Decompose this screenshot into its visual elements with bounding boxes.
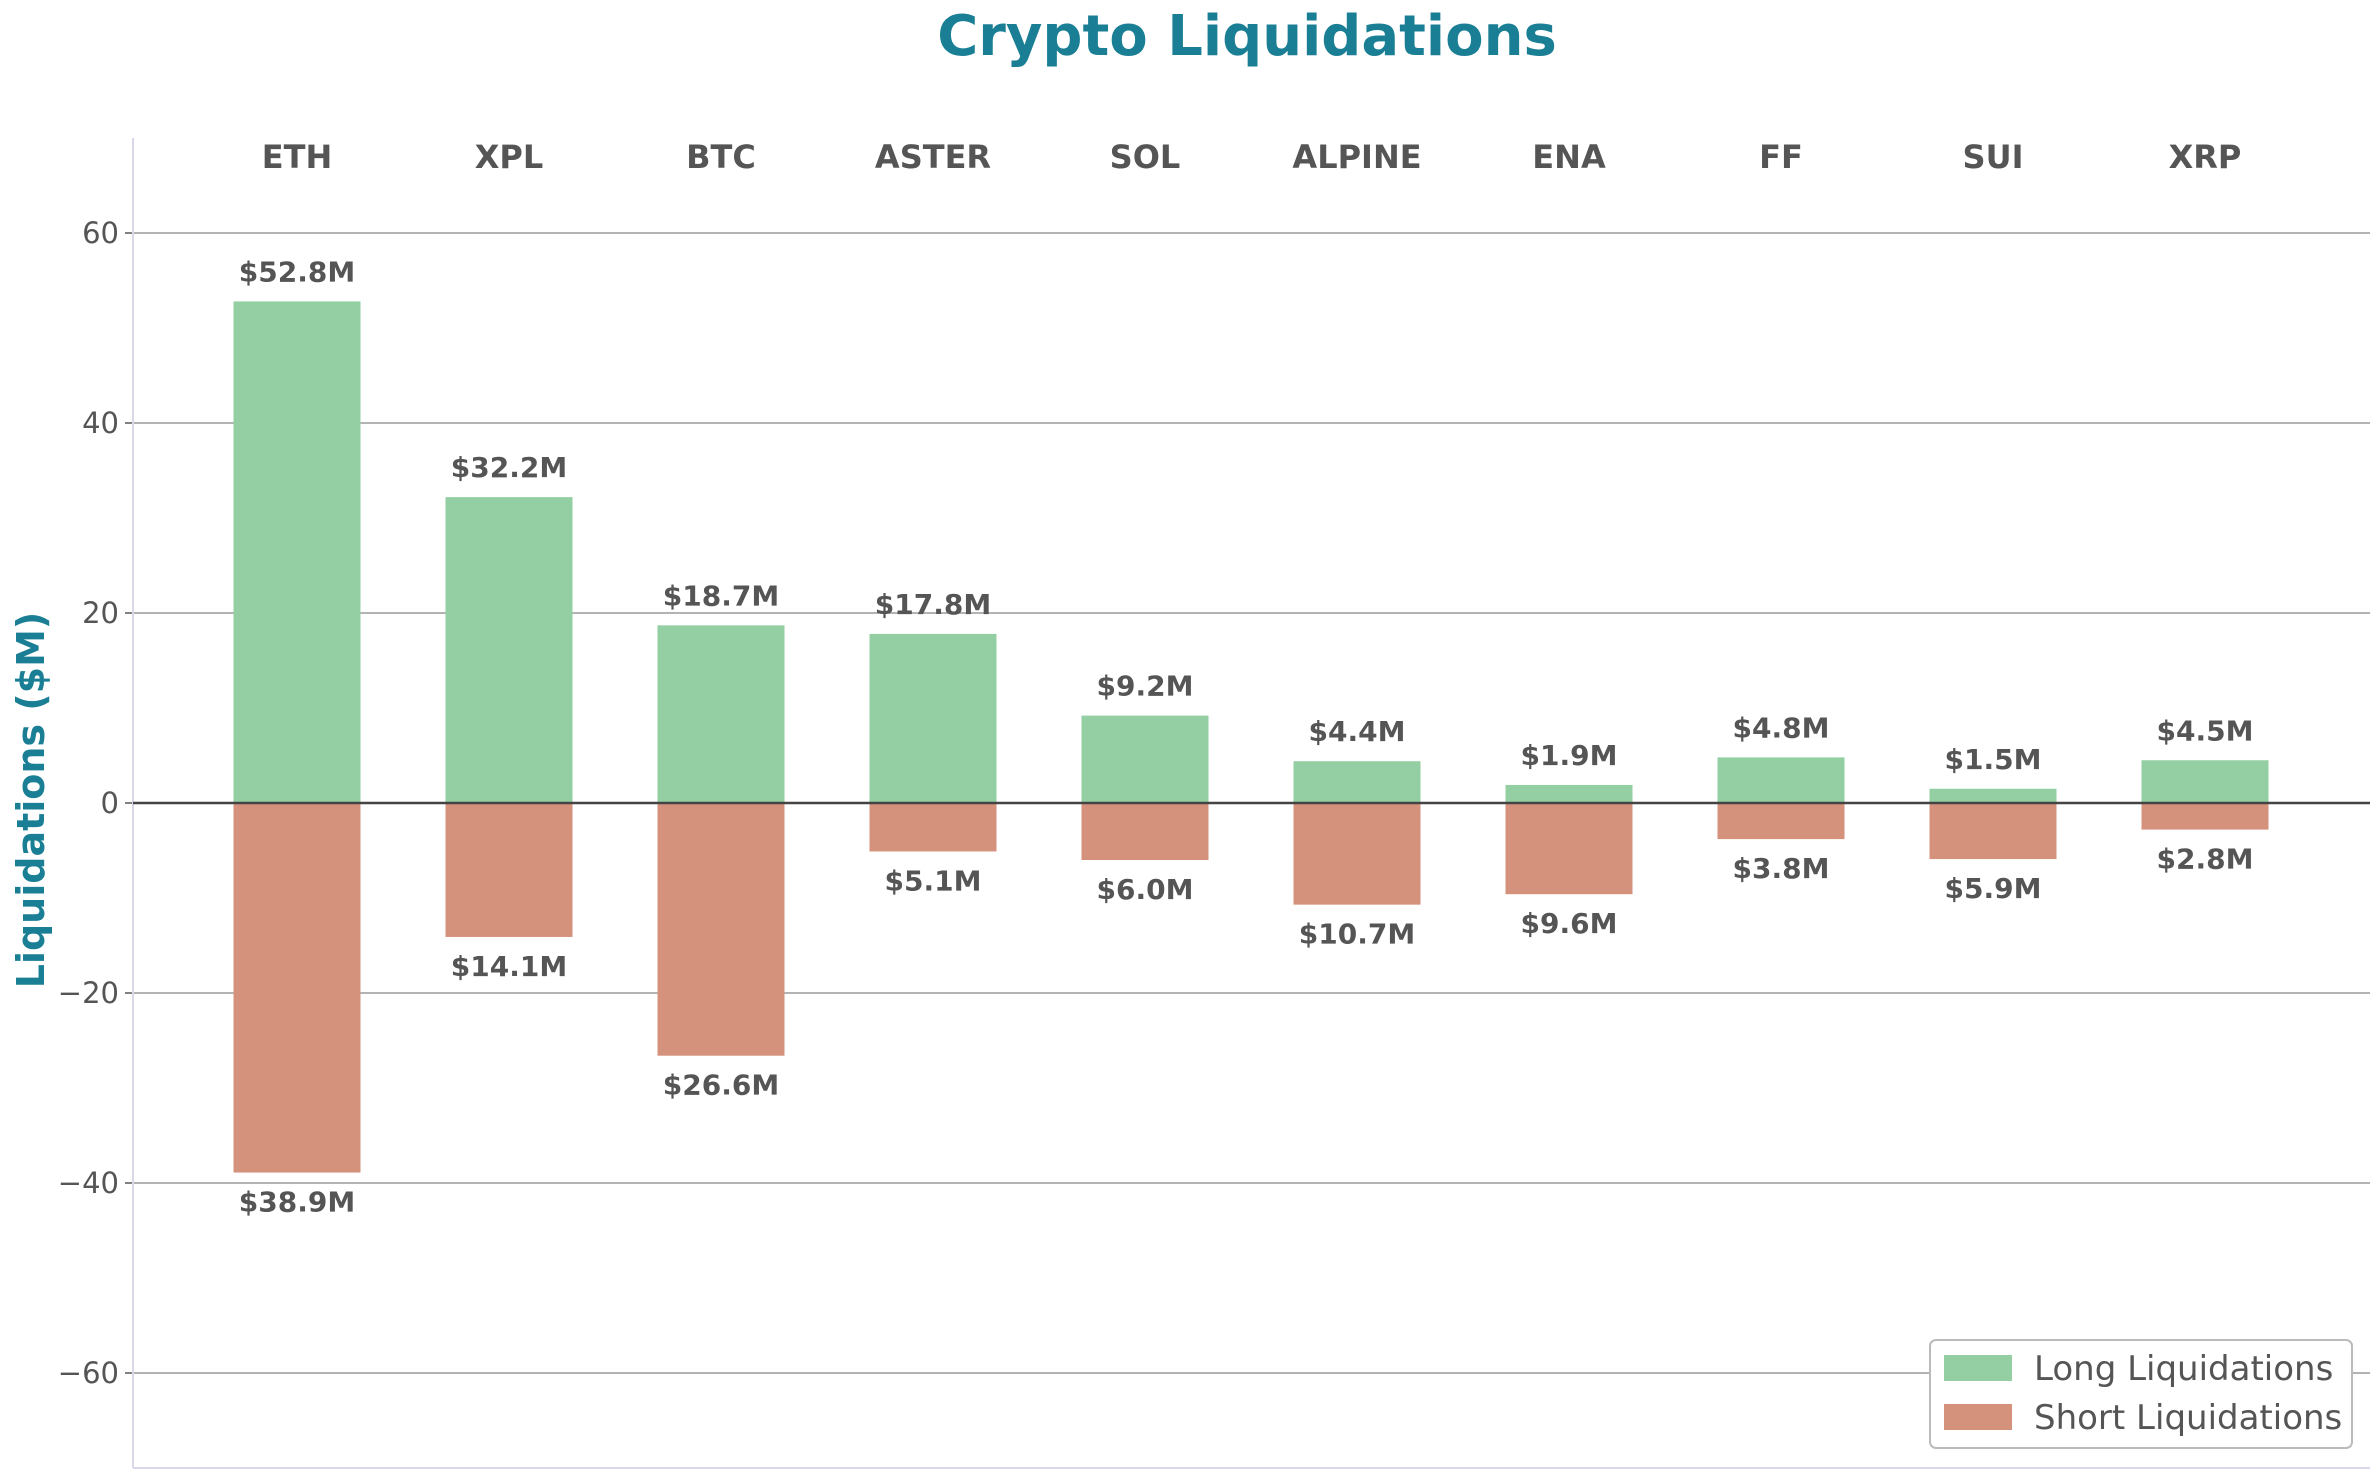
short-bar	[1505, 803, 1633, 895]
category-label: ALPINE	[1292, 138, 1421, 176]
long-bar	[1505, 784, 1633, 803]
category-label: SOL	[1110, 138, 1181, 176]
long-bar	[1081, 715, 1209, 803]
long-bar	[1929, 788, 2057, 803]
category-label: ASTER	[875, 138, 991, 176]
short-value-label: $9.6M	[1521, 907, 1618, 940]
category-label: XRP	[2169, 138, 2242, 176]
legend-box	[1929, 1339, 2353, 1449]
category-label: BTC	[686, 138, 756, 176]
y-tick-label: −40	[58, 1166, 119, 1200]
y-tick-label: −60	[58, 1356, 119, 1390]
short-value-label: $5.9M	[1945, 872, 2042, 905]
legend-label: Long Liquidations	[2034, 1349, 2333, 1389]
long-value-label: $1.9M	[1521, 739, 1618, 772]
short-value-label: $38.9M	[239, 1186, 355, 1219]
long-bar	[869, 633, 997, 803]
long-value-label: $4.4M	[1309, 715, 1406, 748]
legend: Long Liquidations Short Liquidations	[1929, 1339, 2353, 1449]
legend-swatch	[1944, 1404, 2012, 1430]
chart-title: Crypto Liquidations	[937, 4, 1557, 69]
axes: −60 −40 −20 0 20 40 60	[58, 138, 2370, 1469]
long-value-label: $17.8M	[875, 588, 991, 621]
long-value-label: $1.5M	[1945, 743, 2042, 776]
y-axis-label: Liquidations ($M)	[9, 612, 53, 989]
long-bar	[445, 497, 573, 803]
y-tick-label: 60	[82, 216, 119, 250]
long-value-label: $4.5M	[2157, 714, 2254, 747]
short-value-label: $5.1M	[885, 864, 982, 897]
short-bar	[1081, 803, 1209, 860]
y-tick-label: −20	[58, 976, 119, 1010]
long-bar	[1293, 761, 1421, 803]
long-value-label: $4.8M	[1733, 711, 1830, 744]
bars	[233, 301, 2269, 1173]
short-bar	[1293, 803, 1421, 905]
short-bar	[233, 803, 361, 1173]
short-bar	[1929, 803, 2057, 860]
category-label: XPL	[475, 138, 544, 176]
short-bar	[2141, 803, 2269, 830]
long-value-label: $52.8M	[239, 255, 355, 288]
value-labels: ETH XPL BTC ASTER SOL ALPINE ENA FF SUI XRP $52.8M…	[239, 138, 2254, 1219]
category-label: ENA	[1532, 138, 1606, 176]
short-bar	[445, 803, 573, 937]
category-label: ETH	[262, 138, 332, 176]
long-value-label: $18.7M	[663, 579, 779, 612]
short-value-label: $6.0M	[1097, 873, 1194, 906]
short-bar	[869, 803, 997, 852]
short-value-label: $3.8M	[1733, 852, 1830, 885]
long-bar	[657, 625, 785, 803]
long-bar	[1717, 757, 1845, 803]
long-value-label: $32.2M	[451, 451, 567, 484]
short-bar	[657, 803, 785, 1056]
long-value-label: $9.2M	[1097, 670, 1194, 703]
short-value-label: $26.6M	[663, 1069, 779, 1102]
long-bar	[2141, 760, 2269, 803]
y-tick-label: 20	[82, 596, 119, 630]
legend-label: Short Liquidations	[2034, 1398, 2342, 1438]
short-value-label: $2.8M	[2157, 843, 2254, 876]
legend-swatch	[1944, 1355, 2012, 1381]
category-label: FF	[1759, 138, 1803, 176]
y-tick-label: 0	[101, 786, 119, 820]
category-label: SUI	[1963, 138, 2024, 176]
short-value-label: $10.7M	[1299, 918, 1415, 951]
y-tick-label: 40	[82, 406, 119, 440]
short-bar	[1717, 803, 1845, 840]
short-value-label: $14.1M	[451, 950, 567, 983]
long-bar	[233, 301, 361, 803]
